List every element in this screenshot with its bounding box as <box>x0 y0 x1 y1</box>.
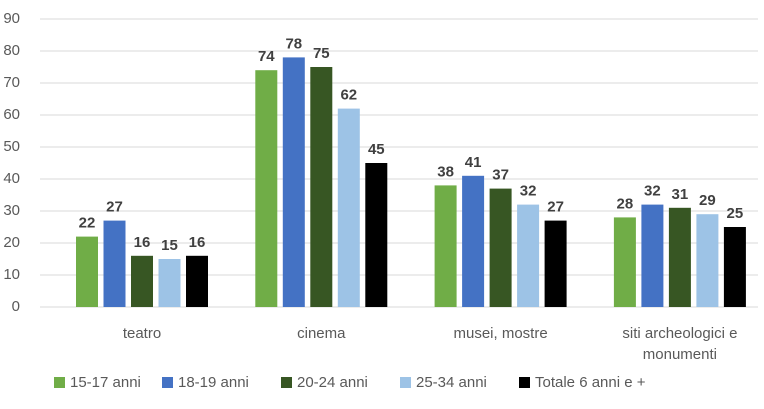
bar <box>186 255 208 307</box>
x-tick-label: siti archeologici e monumenti <box>622 325 738 363</box>
bar <box>365 163 388 307</box>
bar <box>103 220 126 307</box>
data-label: 22 <box>79 215 96 232</box>
bar <box>544 220 567 307</box>
data-label: 27 <box>547 199 564 216</box>
y-tick-label: 0 <box>12 298 20 315</box>
legend-swatch <box>519 377 530 388</box>
data-label: 27 <box>106 199 123 216</box>
bar <box>337 108 360 307</box>
data-label: 37 <box>492 167 509 184</box>
bar <box>723 227 746 307</box>
y-tick-label: 30 <box>3 202 20 219</box>
data-label: 28 <box>617 195 634 212</box>
bar <box>434 185 457 307</box>
bar <box>131 255 153 307</box>
y-tick-label: 90 <box>3 10 20 27</box>
data-label: 41 <box>465 154 482 171</box>
bar <box>517 204 540 307</box>
x-tick-label: musei, mostre <box>453 325 548 342</box>
legend-swatch <box>400 377 411 388</box>
legend-label: 20-24 anni <box>297 374 368 391</box>
legend-swatch <box>281 377 292 388</box>
bar <box>489 188 512 307</box>
bar <box>255 70 278 307</box>
data-label: 16 <box>189 234 206 251</box>
bar <box>462 175 485 307</box>
data-label: 16 <box>134 234 151 251</box>
data-label: 78 <box>285 35 302 52</box>
bar <box>282 57 305 308</box>
y-tick-label: 80 <box>3 42 20 59</box>
data-label: 15 <box>161 237 178 254</box>
data-label: 31 <box>672 186 689 203</box>
y-tick-label: 70 <box>3 74 20 91</box>
data-label: 62 <box>340 87 357 104</box>
bar <box>613 217 636 307</box>
bar <box>310 67 333 307</box>
data-label: 25 <box>727 205 744 222</box>
y-tick-label: 10 <box>3 266 20 283</box>
bar <box>641 204 664 307</box>
y-tick-label: 50 <box>3 138 20 155</box>
legend-label: 15-17 anni <box>70 374 141 391</box>
legend-label: 18-19 anni <box>178 374 249 391</box>
bar <box>76 236 98 307</box>
data-label: 75 <box>313 45 330 62</box>
y-tick-label: 60 <box>3 106 20 123</box>
legend-label: 25-34 anni <box>416 374 487 391</box>
x-tick-label: teatro <box>122 325 162 342</box>
bar <box>158 259 181 307</box>
data-label: 74 <box>258 48 275 65</box>
y-tick-label: 40 <box>3 170 20 187</box>
bar <box>696 214 719 307</box>
x-tick-label: cinema <box>297 325 346 342</box>
data-label: 45 <box>368 141 385 158</box>
bar <box>668 207 691 307</box>
data-label: 32 <box>644 183 661 200</box>
data-label: 29 <box>699 192 716 209</box>
y-tick-label: 20 <box>3 234 20 251</box>
legend-label: Totale 6 anni e + <box>535 374 646 391</box>
data-label: 32 <box>520 183 537 200</box>
legend-swatch <box>162 377 173 388</box>
data-label: 38 <box>437 163 454 180</box>
legend-swatch <box>54 377 65 388</box>
